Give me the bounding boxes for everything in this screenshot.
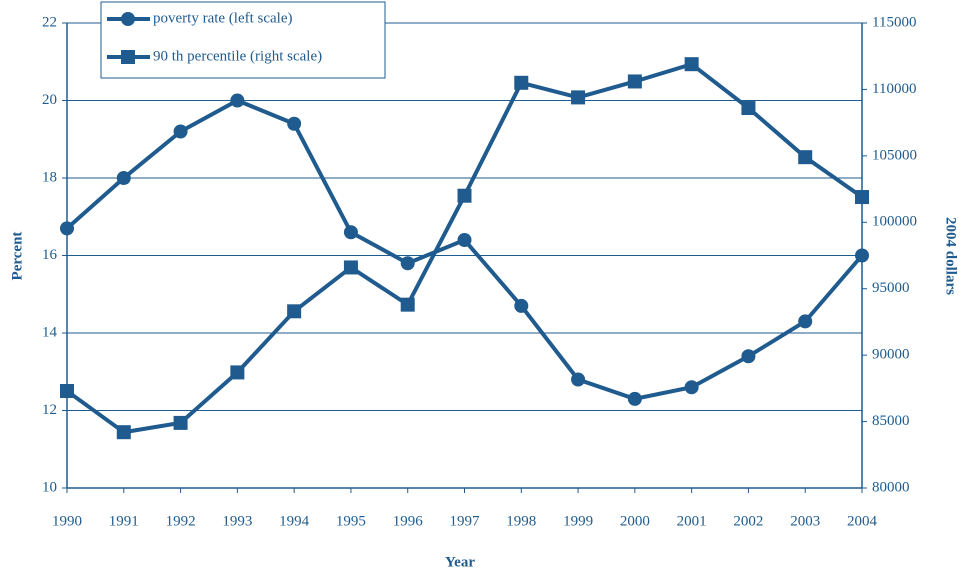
series-line bbox=[65, 61, 864, 435]
x-tick-label: 1995 bbox=[336, 513, 366, 529]
x-tick-label: 2002 bbox=[733, 513, 763, 529]
x-tick-label: 2004 bbox=[847, 513, 878, 529]
x-tick-label: 1998 bbox=[506, 513, 536, 529]
y2-tick-label: 90000 bbox=[872, 347, 910, 363]
x-tick-label: 1999 bbox=[563, 513, 593, 529]
y2-tick-label: 115000 bbox=[872, 14, 916, 30]
data-point bbox=[400, 256, 415, 271]
y-tick-label: 16 bbox=[42, 247, 58, 263]
data-point bbox=[741, 101, 756, 116]
data-point bbox=[287, 304, 302, 319]
x-axis-title: Year bbox=[445, 554, 475, 570]
data-point bbox=[457, 188, 472, 203]
data-point bbox=[684, 57, 699, 72]
legend-marker bbox=[121, 12, 135, 26]
data-point bbox=[343, 225, 358, 240]
data-point bbox=[457, 233, 472, 247]
data-point bbox=[173, 124, 188, 139]
y-tick-label: 10 bbox=[42, 479, 57, 495]
y-tick-label: 18 bbox=[42, 169, 57, 185]
data-point bbox=[571, 372, 586, 387]
data-point bbox=[627, 391, 642, 406]
data-point bbox=[798, 150, 813, 165]
data-point bbox=[60, 221, 74, 236]
data-point bbox=[173, 415, 188, 430]
data-point bbox=[116, 171, 131, 185]
data-point bbox=[60, 384, 74, 399]
x-tick-label: 2000 bbox=[620, 513, 650, 529]
data-point bbox=[627, 74, 642, 89]
y-axis-title: Percent bbox=[9, 232, 25, 281]
data-point bbox=[798, 314, 813, 329]
data-point bbox=[741, 349, 756, 364]
x-tick-label: 1997 bbox=[450, 513, 481, 529]
legend-label: 90 th percentile (right scale) bbox=[153, 48, 322, 64]
y-tick-label: 14 bbox=[42, 324, 58, 340]
x-tick-label: 1993 bbox=[222, 513, 252, 529]
data-point bbox=[230, 93, 245, 108]
data-point bbox=[230, 365, 245, 380]
y2-axis-title: 2004 dollars bbox=[943, 217, 959, 295]
data-point bbox=[116, 425, 131, 440]
y2-tick-label: 95000 bbox=[872, 280, 910, 296]
data-point bbox=[514, 75, 529, 90]
x-tick-label: 1994 bbox=[279, 513, 310, 529]
x-tick-label: 1992 bbox=[166, 513, 196, 529]
data-point bbox=[343, 260, 358, 275]
y-tick-label: 20 bbox=[42, 92, 57, 108]
data-point bbox=[514, 298, 529, 313]
x-tick-label: 1996 bbox=[393, 513, 424, 529]
y2-tick-label: 85000 bbox=[872, 413, 910, 429]
y-tick-label: 22 bbox=[42, 14, 57, 30]
x-tick-label: 2003 bbox=[790, 513, 820, 529]
legend-box bbox=[100, 1, 386, 79]
data-point bbox=[855, 248, 869, 263]
y2-tick-label: 80000 bbox=[872, 479, 910, 495]
data-point bbox=[684, 380, 699, 395]
y2-tick-label: 105000 bbox=[872, 147, 917, 163]
data-point bbox=[400, 297, 415, 312]
data-point bbox=[571, 90, 586, 105]
x-tick-label: 1990 bbox=[52, 513, 82, 529]
x-tick-label: 2001 bbox=[677, 513, 707, 529]
y2-tick-label: 100000 bbox=[872, 214, 917, 230]
y2-tick-label: 110000 bbox=[872, 81, 916, 97]
y-tick-label: 12 bbox=[42, 402, 57, 418]
x-tick-label: 1991 bbox=[109, 513, 139, 529]
data-point bbox=[287, 116, 302, 131]
legend-marker bbox=[121, 50, 135, 64]
data-point bbox=[855, 190, 869, 205]
legend-label: poverty rate (left scale) bbox=[153, 10, 293, 26]
